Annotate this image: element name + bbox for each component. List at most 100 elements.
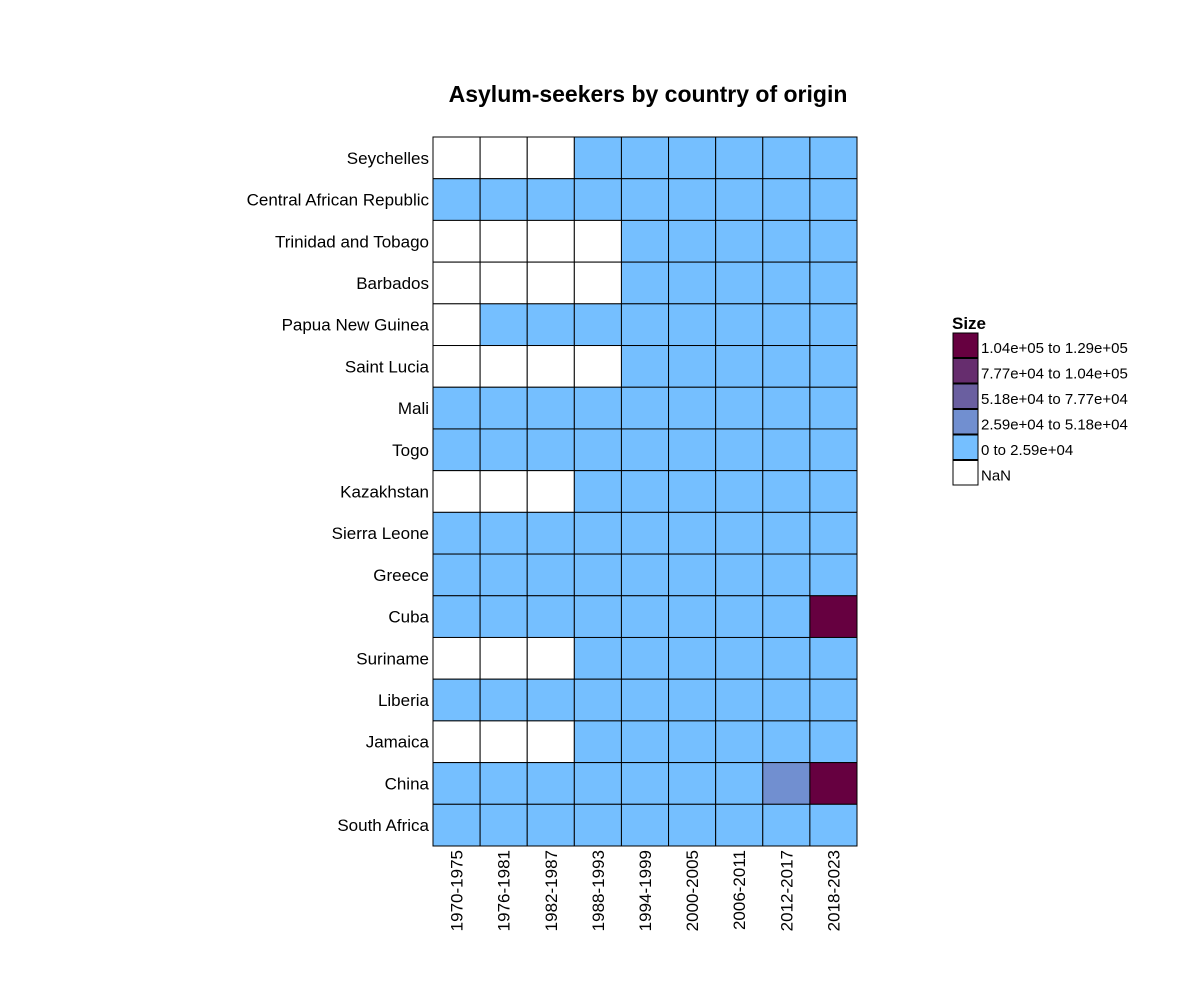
legend-label: 0 to 2.59e+04 bbox=[981, 442, 1073, 459]
y-tick-label: Liberia bbox=[378, 691, 430, 710]
heatmap-cell bbox=[479, 595, 528, 638]
heatmap-cell bbox=[479, 136, 528, 180]
legend-label: 7.77e+04 to 1.04e+05 bbox=[981, 366, 1128, 383]
legend-swatch bbox=[952, 434, 979, 460]
heatmap-cell bbox=[573, 595, 622, 638]
heatmap-cell bbox=[762, 636, 811, 680]
heatmap-cell bbox=[432, 178, 481, 221]
heatmap-cell bbox=[479, 553, 528, 597]
heatmap-cell bbox=[573, 762, 622, 805]
heatmap-cell bbox=[620, 553, 670, 597]
heatmap-cell bbox=[668, 678, 717, 722]
legend: Size 1.04e+05 to 1.29e+05 7.77e+04 to 1.0… bbox=[952, 314, 1128, 486]
heatmap-cell bbox=[762, 470, 811, 513]
heatmap-cell bbox=[668, 303, 717, 347]
heatmap-cell bbox=[620, 636, 670, 680]
heatmap-cell bbox=[479, 428, 528, 472]
heatmap-cell bbox=[668, 261, 717, 305]
heatmap-cell bbox=[809, 178, 858, 221]
heatmap-cell bbox=[715, 178, 764, 221]
heatmap-cell bbox=[526, 303, 575, 347]
heatmap-cell bbox=[432, 386, 481, 430]
heatmap-cell bbox=[479, 803, 528, 847]
heatmap-cell bbox=[809, 428, 858, 472]
heatmap-cell bbox=[526, 178, 575, 221]
heatmap-cell bbox=[526, 219, 575, 263]
heatmap-cell bbox=[668, 636, 717, 680]
heatmap-cell bbox=[809, 762, 858, 805]
heatmap-cell bbox=[668, 178, 717, 221]
heatmap-cell bbox=[432, 219, 481, 263]
heatmap-cell bbox=[432, 511, 481, 555]
y-tick-label: Saint Lucia bbox=[345, 357, 430, 376]
heatmap-cell bbox=[526, 428, 575, 472]
heatmap-cell bbox=[526, 762, 575, 805]
heatmap-cell bbox=[762, 178, 811, 221]
heatmap-cell bbox=[715, 803, 764, 847]
heatmap-cell bbox=[526, 136, 575, 180]
heatmap-cell bbox=[809, 511, 858, 555]
heatmap-cell bbox=[762, 595, 811, 638]
heatmap-cell bbox=[715, 428, 764, 472]
y-tick-label: Central African Republic bbox=[247, 191, 430, 210]
heatmap-cell bbox=[668, 345, 717, 388]
heatmap-cell bbox=[573, 470, 622, 513]
heatmap-cell bbox=[526, 636, 575, 680]
heatmap-cell bbox=[620, 261, 670, 305]
y-axis-labels: Seychelles Central African Republic Trinid… bbox=[247, 149, 430, 835]
heatmap-cell bbox=[715, 720, 764, 764]
y-tick-label: Mali bbox=[398, 399, 429, 418]
y-tick-label: Jamaica bbox=[366, 733, 430, 752]
heatmap-cell bbox=[526, 345, 575, 388]
heatmap-cell bbox=[715, 136, 764, 180]
heatmap-cell bbox=[715, 386, 764, 430]
x-tick-label: 1988-1993 bbox=[589, 850, 608, 931]
heatmap-cell bbox=[479, 470, 528, 513]
heatmap-cell bbox=[620, 762, 670, 805]
y-tick-label: China bbox=[385, 774, 430, 793]
heatmap-cell bbox=[809, 386, 858, 430]
heatmap-cell bbox=[715, 261, 764, 305]
heatmap-cell bbox=[573, 345, 622, 388]
heatmap-cell bbox=[573, 261, 622, 305]
heatmap-cell bbox=[620, 386, 670, 430]
heatmap-cell bbox=[762, 553, 811, 597]
heatmap-cell bbox=[526, 553, 575, 597]
heatmap-cell bbox=[620, 345, 670, 388]
heatmap-cell bbox=[432, 553, 481, 597]
heatmap-cell bbox=[573, 219, 622, 263]
heatmap-cell bbox=[573, 553, 622, 597]
heatmap-cell bbox=[620, 178, 670, 221]
heatmap-cell bbox=[762, 219, 811, 263]
heatmap-cell bbox=[432, 303, 481, 347]
heatmap-cell bbox=[620, 219, 670, 263]
heatmap-cell bbox=[715, 595, 764, 638]
y-tick-label: South Africa bbox=[337, 816, 429, 835]
y-tick-label: Trinidad and Tobago bbox=[275, 232, 429, 251]
heatmap-cell bbox=[668, 762, 717, 805]
heatmap-cell bbox=[573, 720, 622, 764]
heatmap-cell bbox=[715, 762, 764, 805]
heatmap-cell bbox=[526, 720, 575, 764]
heatmap-cell bbox=[573, 511, 622, 555]
x-axis-labels: 1970-1975 1976-1981 1982-1987 1988-1993 1994… bbox=[448, 850, 844, 931]
heatmap-cell bbox=[479, 762, 528, 805]
y-tick-label: Suriname bbox=[356, 649, 429, 668]
heatmap-cell bbox=[809, 636, 858, 680]
heatmap-cell bbox=[432, 678, 481, 722]
x-tick-label: 2018-2023 bbox=[824, 850, 843, 931]
x-tick-label: 2000-2005 bbox=[683, 850, 702, 931]
heatmap-cell bbox=[526, 595, 575, 638]
y-tick-label: Papua New Guinea bbox=[282, 316, 430, 335]
x-tick-label: 2012-2017 bbox=[777, 850, 796, 931]
heatmap-cell bbox=[573, 303, 622, 347]
heatmap-cell bbox=[620, 136, 670, 180]
legend-label: 1.04e+05 to 1.29e+05 bbox=[981, 340, 1128, 357]
heatmap-cell bbox=[526, 511, 575, 555]
heatmap-cell bbox=[762, 345, 811, 388]
heatmap-cell bbox=[432, 720, 481, 764]
heatmap-cell bbox=[668, 803, 717, 847]
heatmap-cell bbox=[809, 136, 858, 180]
heatmap-cell bbox=[668, 470, 717, 513]
